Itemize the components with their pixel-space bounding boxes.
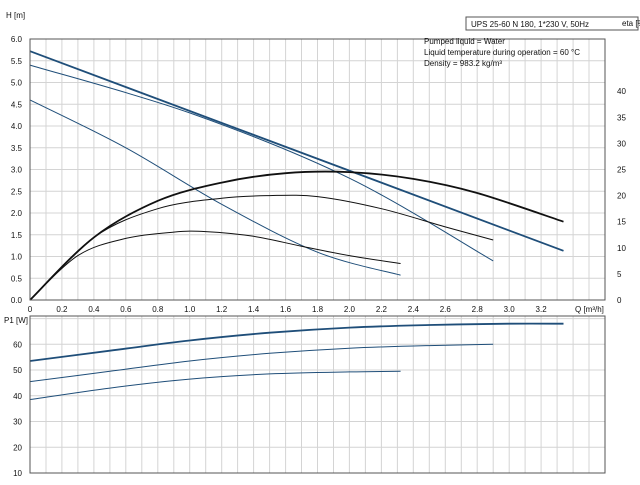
power-tick-label: 20: [13, 443, 22, 452]
efficiency-curve-speed-3: [29, 170, 564, 301]
eta-tick-label: 10: [617, 244, 626, 253]
flow-tick-label: 2.4: [408, 305, 420, 314]
power-curve-speed-2: [29, 343, 494, 383]
flow-tick-label: 0.2: [56, 305, 68, 314]
efficiency-curve-speed-1: [29, 230, 401, 301]
head-curve-speed-3: [29, 50, 564, 252]
eta-axis-label: eta [%]: [622, 19, 640, 28]
flow-tick-label: 1.8: [312, 305, 324, 314]
flow-tick-label: 2.2: [376, 305, 388, 314]
head-tick-label: 5.5: [11, 57, 23, 66]
power-curve-speed-3: [29, 322, 564, 362]
head-tick-label: 2.5: [11, 187, 23, 196]
flow-tick-label: 0: [28, 305, 33, 314]
head-tick-label: 0.0: [11, 296, 23, 305]
head-tick-label: 2.0: [11, 209, 23, 218]
eta-tick-label: 15: [617, 218, 626, 227]
flow-tick-label: 1.4: [248, 305, 260, 314]
head-tick-label: 1.0: [11, 253, 23, 262]
flow-tick-label: 1.6: [280, 305, 292, 314]
head-tick-label: 4.5: [11, 100, 23, 109]
head-curve-speed-2: [29, 64, 494, 262]
eta-tick-label: 20: [617, 192, 626, 201]
upper-plot-frame: [29, 38, 606, 301]
head-axis-label: H [m]: [6, 11, 25, 20]
power-tick-label: 60: [13, 340, 22, 349]
flow-tick-label: 0.8: [152, 305, 164, 314]
title-box: [465, 16, 639, 31]
head-tick-label: 5.0: [11, 79, 23, 88]
flow-tick-label: 2.0: [344, 305, 356, 314]
power-tick-label: 30: [13, 418, 22, 427]
flow-tick-label: 1.0: [184, 305, 196, 314]
power-axis-label: P1 [W]: [4, 316, 28, 325]
efficiency-curve-speed-2: [29, 194, 494, 301]
power-tick-label: 10: [13, 469, 22, 478]
flow-tick-label: 2.6: [440, 305, 452, 314]
grid-layer: [30, 39, 605, 473]
power-tick-label: 40: [13, 392, 22, 401]
power-curve-speed-1: [29, 370, 401, 401]
info-pumped-liquid: Pumped liquid = Water: [424, 37, 505, 46]
head-tick-label: 4.0: [11, 122, 23, 131]
eta-tick-label: 0: [617, 296, 622, 305]
flow-tick-label: 3.2: [536, 305, 548, 314]
eta-tick-label: 40: [617, 87, 626, 96]
head-tick-label: 3.5: [11, 144, 23, 153]
eta-tick-label: 30: [617, 139, 626, 148]
tick-label-layer: 0 0.2 0.4 0.6 0.8 1.0 1.2 1.4 1.6 1.8 2.0 2.2 2.4 2.6…: [11, 35, 627, 478]
flow-tick-label: 0.4: [88, 305, 100, 314]
flow-tick-label: 1.2: [216, 305, 228, 314]
eta-tick-label: 25: [617, 166, 626, 175]
flow-tick-label: 3.0: [504, 305, 516, 314]
eta-tick-label: 35: [617, 113, 626, 122]
flow-tick-label: 0.6: [120, 305, 132, 314]
head-tick-label: 1.5: [11, 231, 23, 240]
pump-title: UPS 25-60 N 180, 1*230 V, 50Hz: [471, 20, 589, 29]
head-tick-label: 3.0: [11, 166, 23, 175]
head-tick-label: 0.5: [11, 274, 23, 283]
eta-tick-label: 5: [617, 270, 622, 279]
info-density: Density = 983.2 kg/m³: [424, 59, 502, 68]
power-tick-label: 50: [13, 366, 22, 375]
lower-plot-frame: [29, 315, 606, 474]
flow-axis-label: Q [m³/h]: [575, 305, 604, 314]
curve-layer: [29, 50, 564, 401]
info-liquid-temperature: Liquid temperature during operation = 60…: [424, 48, 580, 57]
flow-tick-label: 2.8: [472, 305, 484, 314]
head-curve-speed-1: [29, 99, 401, 276]
head-tick-label: 6.0: [11, 35, 23, 44]
